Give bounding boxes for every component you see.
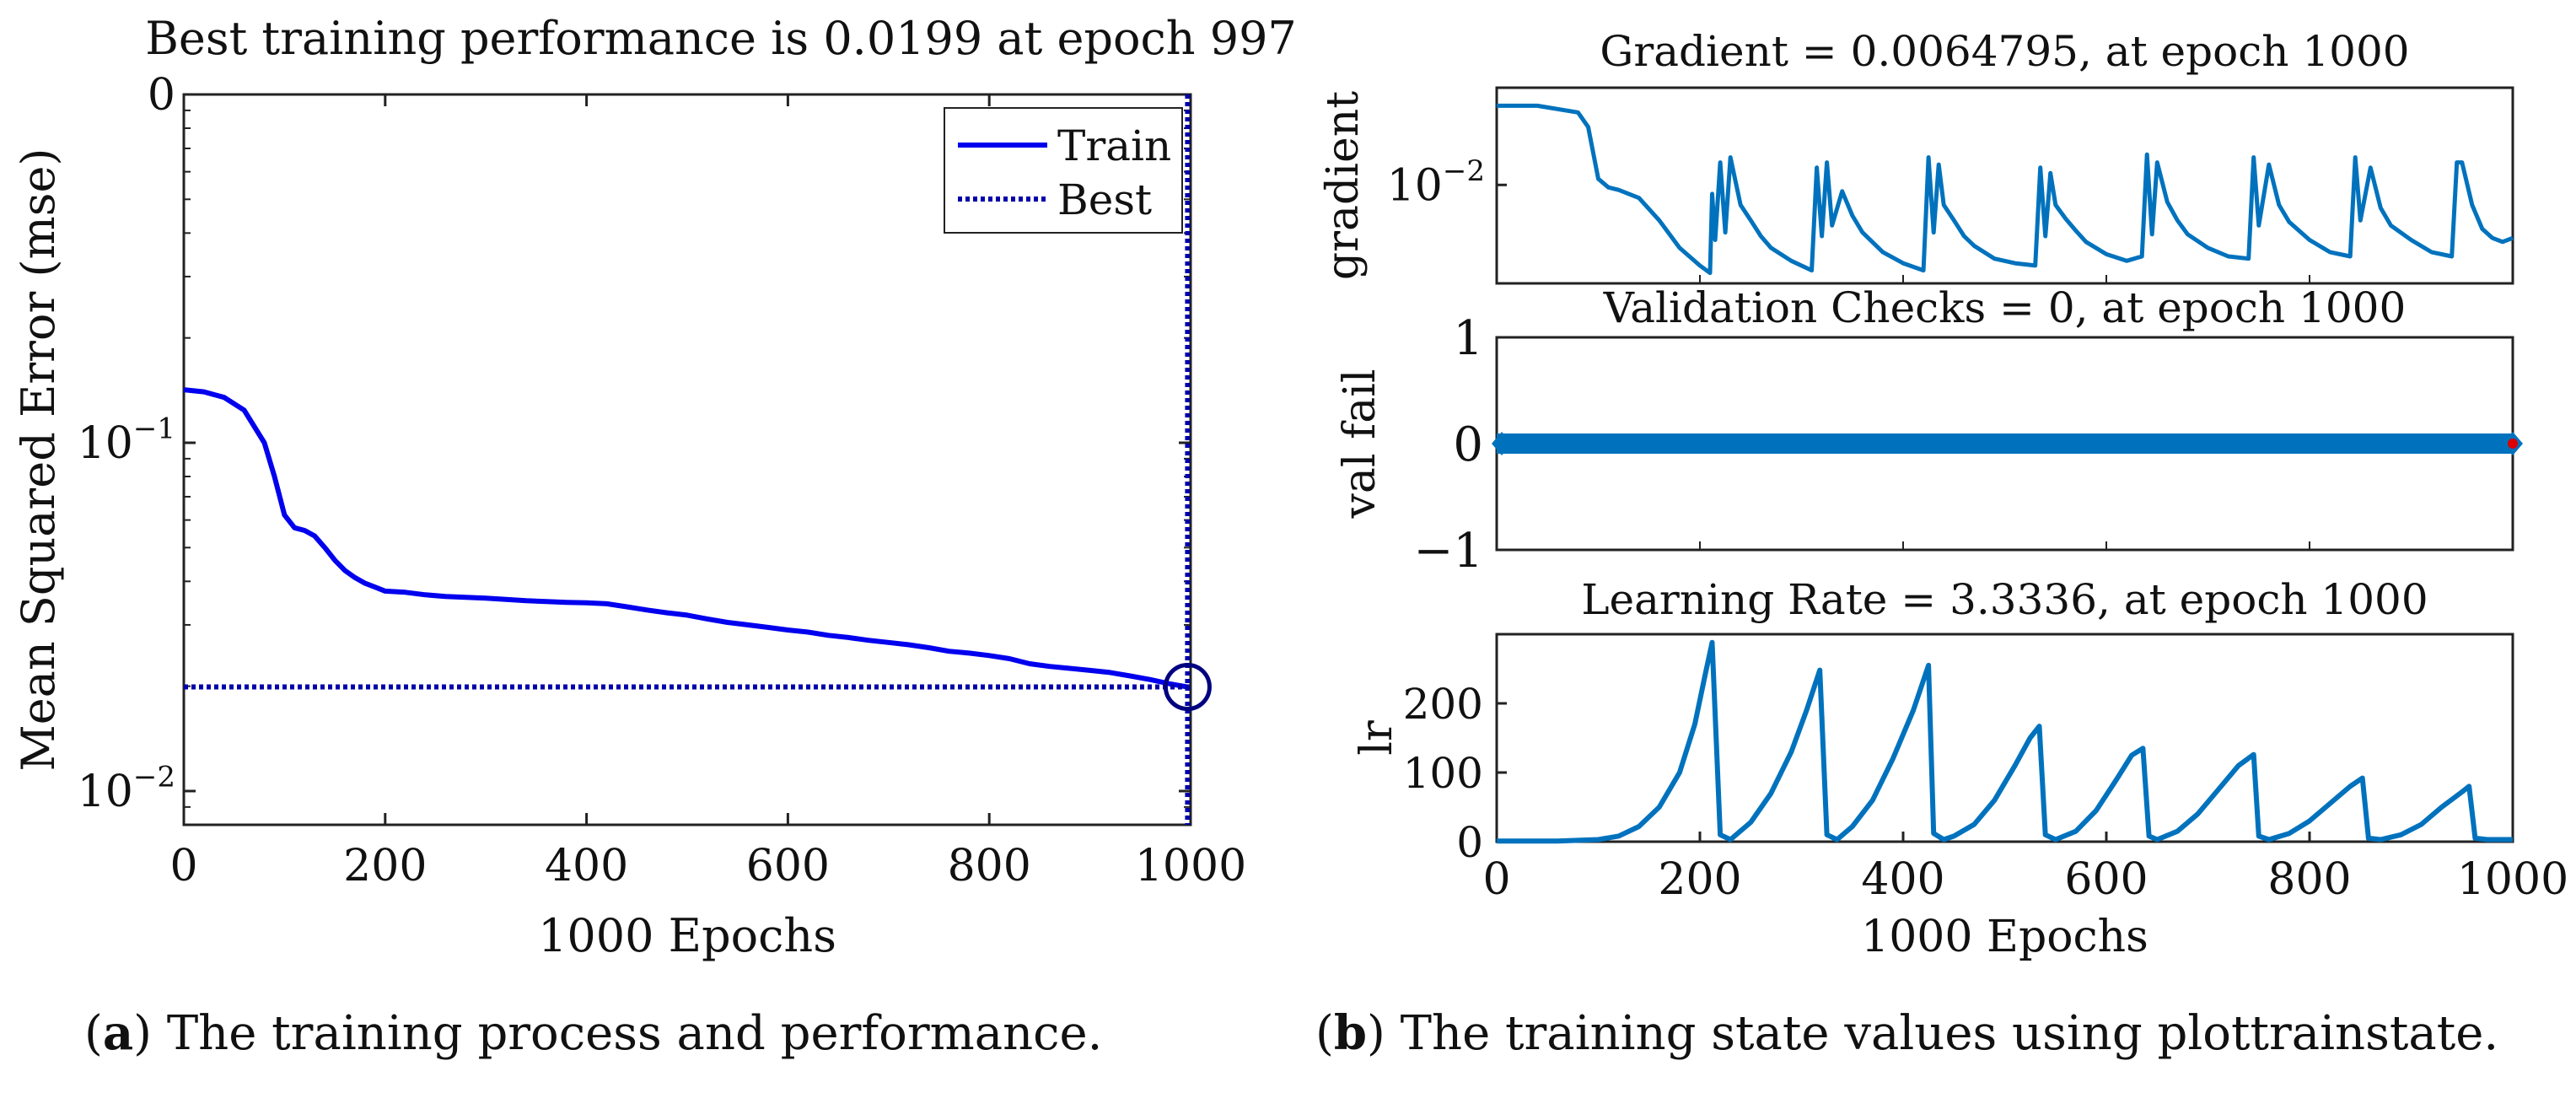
- title-lr: Learning Rate = 3.3336, at epoch 1000: [1581, 575, 2428, 624]
- y-tick-label-a: 10−2: [78, 761, 175, 817]
- caption-a: (a) The training process and performance…: [84, 1005, 1103, 1061]
- x-tick-label-a: 600: [746, 841, 830, 891]
- y-tick-label-valfail: 1: [1453, 311, 1483, 366]
- x-tick-label-a: 800: [948, 841, 1031, 891]
- x-tick-label-a: 400: [545, 841, 628, 891]
- xlabel-lr: 1000 Epochs: [1861, 912, 2148, 962]
- ylabel-lr: lr: [1352, 720, 1402, 756]
- y-tick-label-a: 0: [148, 70, 175, 121]
- train-line: [183, 387, 1188, 690]
- y-tick-label-valfail: −1: [1413, 524, 1483, 579]
- ylabel-gradient: gradient: [1318, 91, 1369, 280]
- legend-box: [944, 107, 1183, 234]
- x-tick-label-lr: 400: [1861, 854, 1944, 905]
- axes-frame-gradient: [1495, 86, 2514, 285]
- legend-train-label: Train: [1057, 121, 1171, 170]
- gradient-line: [1497, 103, 2514, 276]
- x-tick-label-a: 1000: [1135, 841, 1246, 891]
- title-gradient: Gradient = 0.0064795, at epoch 1000: [1600, 27, 2409, 76]
- best-marker-circle: [1163, 663, 1212, 712]
- legend-best-label: Best: [1057, 175, 1152, 224]
- x-tick-label-lr: 600: [2064, 854, 2148, 905]
- y-tick-label-lr: 200: [1403, 680, 1483, 729]
- caption-b: (b) The training state values using plot…: [1315, 1005, 2499, 1061]
- title-a: Best training performance is 0.0199 at e…: [145, 12, 1297, 65]
- y-tick-label-lr: 100: [1403, 749, 1483, 798]
- xlabel-a: 1000 Epochs: [538, 909, 836, 962]
- ylabel-a: Mean Squared Error (mse): [12, 148, 65, 772]
- valfail-last-point: [2508, 439, 2518, 449]
- y-tick-label-valfail: 0: [1453, 417, 1483, 472]
- x-tick-label-a: 0: [169, 841, 197, 891]
- lr-line: [1497, 639, 2513, 844]
- valfail-start-marker: [1492, 432, 1512, 455]
- axes-frame-lr: [1495, 633, 2514, 843]
- y-tick-label-gradient: 10−2: [1387, 154, 1485, 211]
- x-tick-label-lr: 1000: [2457, 854, 2568, 905]
- ylabel-valfail: val fail: [1335, 369, 1385, 519]
- x-tick-label-lr: 200: [1658, 854, 1741, 905]
- x-tick-label-lr: 800: [2267, 854, 2351, 905]
- x-tick-label-a: 200: [343, 841, 427, 891]
- y-tick-label-a: 10−1: [78, 412, 175, 469]
- title-valfail: Validation Checks = 0, at epoch 1000: [1603, 283, 2407, 332]
- y-tick-label-lr: 0: [1456, 818, 1483, 867]
- x-tick-label-lr: 0: [1482, 854, 1510, 905]
